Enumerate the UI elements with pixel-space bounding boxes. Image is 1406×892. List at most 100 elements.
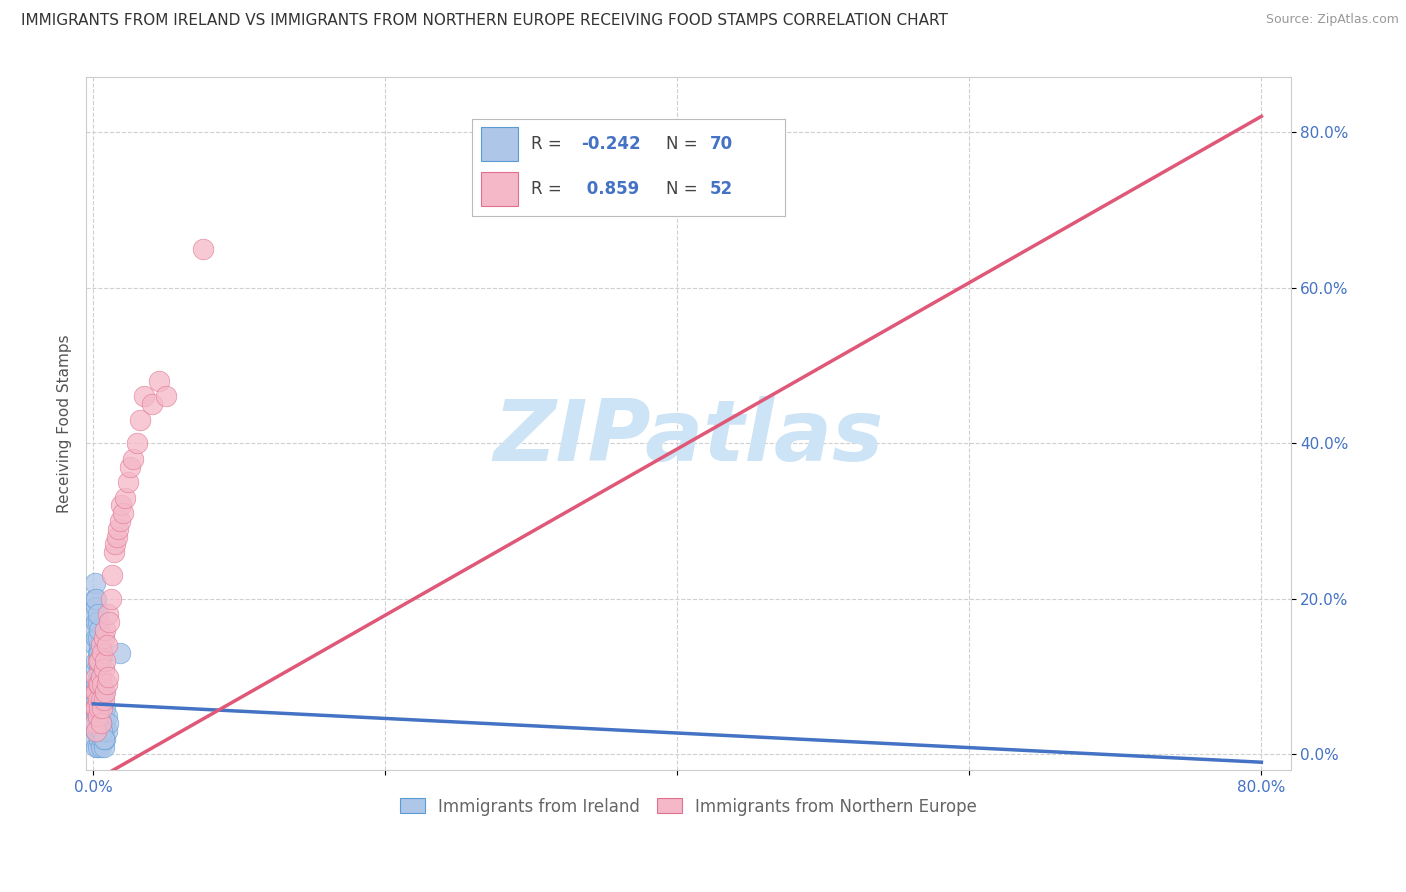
Point [94,623,117,637]
Point [89,685,111,699]
Point [89,654,111,668]
Point [97,716,120,731]
Point [89,639,111,653]
Point [83,731,105,746]
Point [117,475,139,489]
Point [84,677,107,691]
Point [84,677,107,691]
Point [83,700,105,714]
Point [84,724,107,739]
Point [89,700,111,714]
Y-axis label: Receiving Food Stamps: Receiving Food Stamps [58,334,72,513]
Point [155,389,177,403]
Point [89,693,111,707]
Point [84,708,107,723]
Point [93,739,115,754]
Point [90,716,112,731]
Point [90,639,112,653]
Point [94,685,117,699]
Point [83,623,105,637]
Point [90,693,112,707]
Point [90,670,112,684]
Point [83,576,105,591]
Point [87,708,110,723]
Point [98,615,121,629]
Point [127,436,149,450]
Point [91,685,114,699]
Point [93,685,115,699]
Point [87,693,110,707]
Point [84,631,107,645]
Point [91,724,114,739]
Point [84,654,107,668]
Point [89,662,111,676]
Point [105,530,128,544]
Point [96,708,118,723]
Point [87,654,110,668]
Point [93,662,115,676]
Point [114,491,136,505]
Point [87,739,110,754]
Point [84,739,107,754]
Text: ZIPatlas: ZIPatlas [494,396,883,479]
Point [90,739,112,754]
Point [97,670,120,684]
Point [84,670,107,684]
Point [100,591,122,606]
Point [87,693,110,707]
Point [83,700,105,714]
Point [89,646,111,660]
Legend: Immigrants from Ireland, Immigrants from Northern Europe: Immigrants from Ireland, Immigrants from… [391,789,986,824]
Point [87,631,110,645]
Point [84,724,107,739]
Text: Source: ZipAtlas.com: Source: ZipAtlas.com [1265,13,1399,27]
Point [84,662,107,676]
Point [93,708,115,723]
Point [89,670,111,684]
Point [91,700,114,714]
Point [83,716,105,731]
Point [89,646,111,660]
Point [148,374,170,388]
Point [93,631,115,645]
Point [87,677,110,691]
Point [97,607,120,622]
Point [89,677,111,691]
Point [87,654,110,668]
Point [96,724,118,739]
Point [90,677,112,691]
Point [83,685,105,699]
Point [108,514,131,528]
Point [90,724,112,739]
Point [83,716,105,731]
Point [93,731,115,746]
Point [103,545,125,559]
Point [96,639,118,653]
Point [94,716,117,731]
Point [87,724,110,739]
Point [107,522,129,536]
Point [83,591,105,606]
Point [90,716,112,731]
Point [87,708,110,723]
Point [91,731,114,746]
Point [87,677,110,691]
Point [94,654,117,668]
Point [87,670,110,684]
Point [134,389,156,403]
Point [84,599,107,614]
Point [83,607,105,622]
Point [87,607,110,622]
Point [191,242,214,256]
Point [93,693,115,707]
Point [84,615,107,629]
Point [89,700,111,714]
Text: IMMIGRANTS FROM IRELAND VS IMMIGRANTS FROM NORTHERN EUROPE RECEIVING FOOD STAMPS: IMMIGRANTS FROM IRELAND VS IMMIGRANTS FR… [21,13,948,29]
Point [118,459,141,474]
Point [111,506,134,520]
Point [91,700,114,714]
Point [94,731,117,746]
Point [90,708,112,723]
Point [129,413,152,427]
Point [110,499,132,513]
